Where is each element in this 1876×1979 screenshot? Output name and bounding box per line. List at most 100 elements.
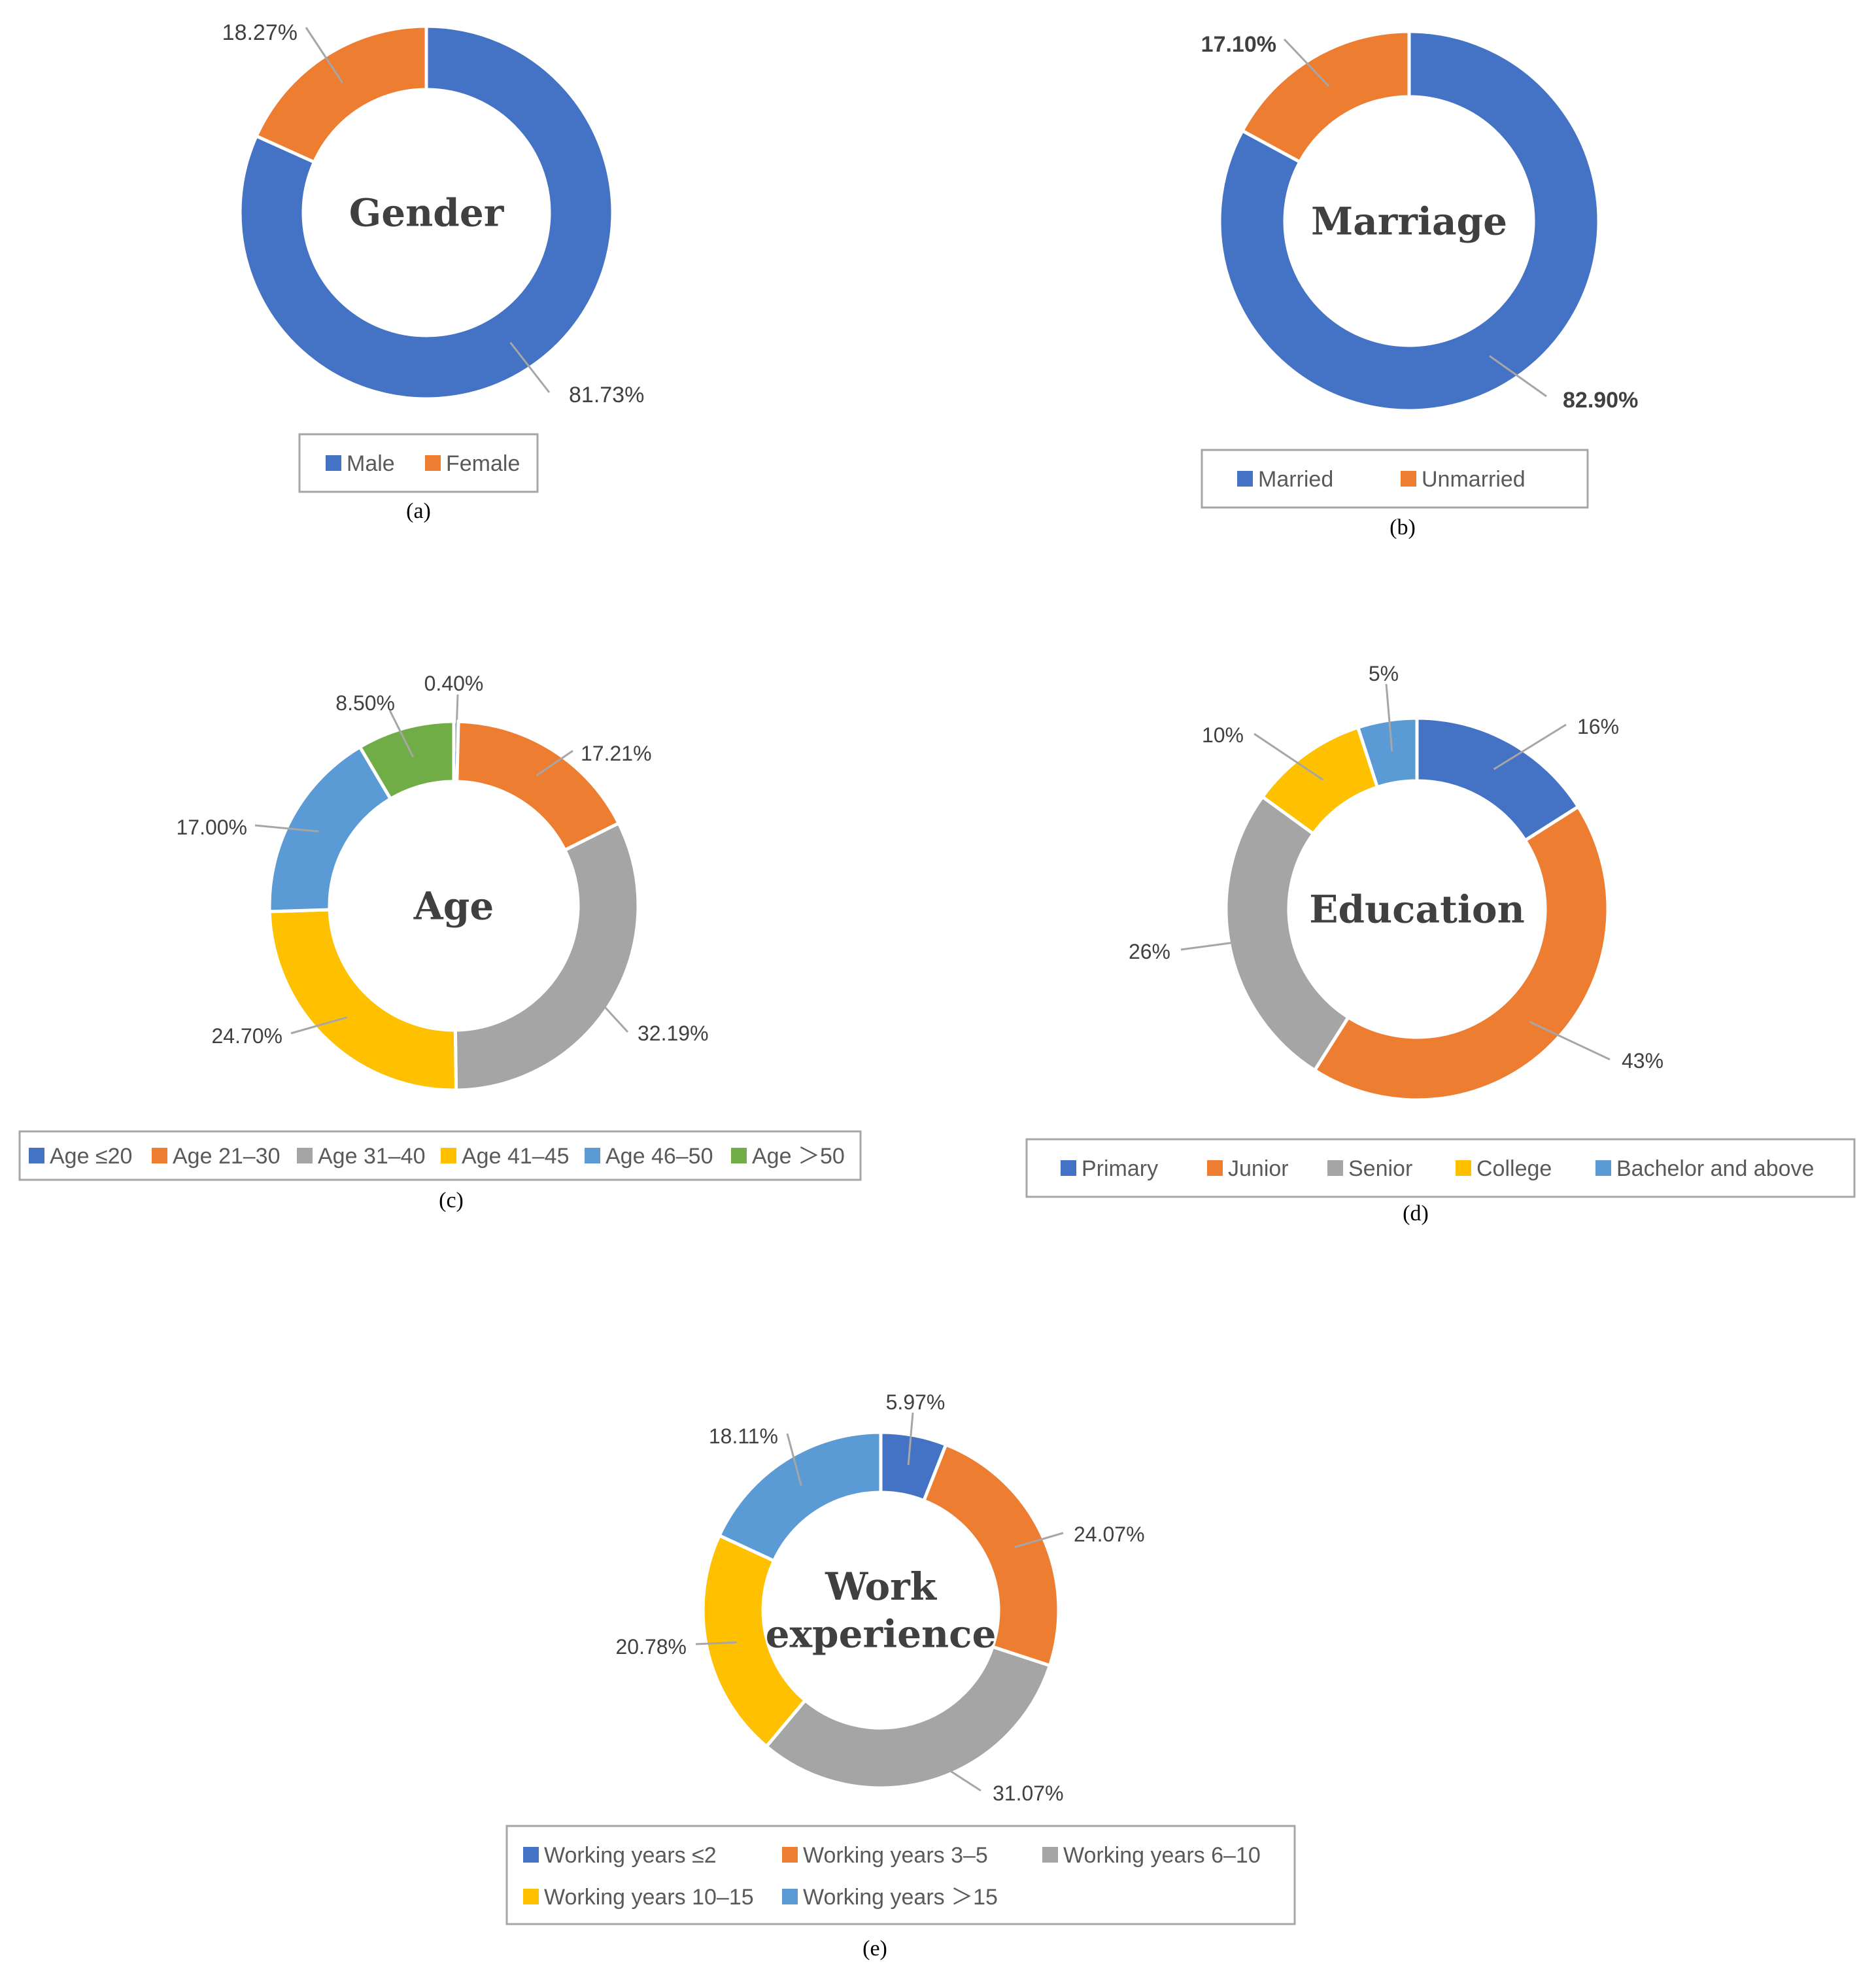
chart-age: 0.40% 17.21% 32.19% 24.70% 17.00% 8.50% Age Age… [18,672,862,1213]
slice-married [1218,29,1601,413]
legend-swatch-working-years-6-10 [1042,1847,1058,1863]
data-label-working-years-10-15: 20.78% [615,1635,687,1659]
slice-senior [1224,794,1351,1073]
data-label-working-years-6-10: 31.07% [993,1781,1064,1805]
data-label-college: 10% [1202,723,1244,747]
data-label-age-21-30: 17.21% [581,742,652,765]
data-label-junior: 43% [1622,1049,1663,1073]
leader-line-male [509,341,551,393]
caption-age: (c) [439,1188,464,1213]
slice-working-years-3-5 [921,1442,1061,1668]
data-label-age-46-50: 17.00% [176,816,247,839]
leader-line-senior [1180,938,1261,951]
chart-title-education: Education [1309,887,1525,931]
slice-age-21-30 [455,719,621,853]
legend-swatch-working-years-15 [782,1889,798,1904]
slice-junior [1312,804,1610,1102]
caption-education: (d) [1403,1201,1429,1226]
leader-line-unmarried [1283,38,1330,87]
legend-label-female: Female [446,451,520,476]
data-label-age-20: 0.40% [424,672,484,695]
slice-age-31-40 [453,821,640,1092]
data-label-working-years-3-5: 24.07% [1074,1523,1145,1546]
legend-label-college: College [1476,1156,1552,1181]
legend-swatch-senior [1327,1160,1343,1176]
legend-swatch-age-21-30 [152,1148,167,1163]
legend-label-working-years-15: Working years ＞15 [803,1885,998,1910]
legend-label-age-50: Age ＞50 [752,1144,845,1169]
legend-box [1201,449,1589,509]
data-label-age-41-45: 24.70% [211,1024,282,1048]
leader-line-junior [1529,1021,1611,1061]
legend-swatch-working-years-3-5 [782,1847,798,1863]
chart-title-marriage: Marriage [1311,199,1507,243]
data-label-primary: 16% [1577,715,1619,738]
slice-age-41-45 [267,908,458,1092]
legend-label-unmarried: Unmarried [1422,467,1526,492]
slice-working-years-15 [717,1430,883,1563]
legend-swatch-working-years-2 [523,1847,539,1863]
leader-line-working-years-10-15 [695,1641,737,1645]
legend-box [1025,1138,1856,1198]
legend-label-working-years-3-5: Working years 3–5 [803,1843,988,1868]
data-label-female: 18.27% [222,20,298,45]
leader-line-age-31-40 [585,985,629,1033]
data-label-bachelor-and-above: 5% [1369,662,1399,685]
legend-swatch-primary [1061,1160,1076,1176]
slice-working-years-6-10 [764,1644,1052,1790]
caption-gender: (a) [406,499,431,523]
leader-line-working-years-15 [786,1433,802,1486]
legend-label-senior: Senior [1348,1156,1412,1181]
chart-marriage: 82.90% 17.10% Marriage Married Unmarried(b) [1201,29,1638,540]
legend-swatch-working-years-10-15 [523,1889,539,1904]
chart-title-work-experience-line-2: experience [766,1612,997,1657]
legend-swatch-age-46-50 [585,1148,600,1163]
leader-line-female [305,27,343,84]
legend-swatch-college [1456,1160,1471,1176]
legend-swatch-age-50 [731,1148,747,1163]
legend-swatch-male [326,455,341,471]
leader-line-married [1488,354,1547,398]
data-label-married: 82.90% [1563,388,1638,413]
leader-line-age-20 [454,694,459,752]
leader-line-primary [1493,723,1567,770]
legend-label-age-31-40: Age 31–40 [318,1144,426,1169]
legend-swatch-age-41-45 [441,1148,456,1163]
legend-swatch-bachelor-and-above [1595,1160,1611,1176]
legend-swatch-unmarried [1401,471,1416,487]
data-label-unmarried: 17.10% [1201,32,1276,57]
chart-title-age: Age [413,884,494,928]
data-label-working-years-15: 18.11% [709,1424,778,1448]
data-label-working-years-2: 5.97% [886,1390,946,1414]
data-label-male: 81.73% [569,383,644,407]
legend-label-working-years-2: Working years ≤2 [544,1843,717,1868]
leader-line-working-years-3-5 [1014,1532,1064,1549]
leader-line-age-41-45 [290,1016,348,1035]
chart-education: 16% 43% 26% 10% 5% Education Primary Junior Seni… [1025,662,1856,1226]
leader-line-bachelor-and-above [1385,683,1393,752]
legend-swatch-junior [1207,1160,1223,1176]
chart-work-experience: 5.97% 24.07% 31.07% 20.78% 18.11% Workexperie… [505,1390,1296,1961]
leader-line-working-years-2 [907,1412,914,1466]
leader-line-college [1254,732,1324,781]
chart-gender: 81.73% 18.27% Gender Male Female (a) [222,20,645,523]
legend-label-working-years-10-15: Working years 10–15 [544,1885,754,1910]
data-label-age-31-40: 32.19% [638,1022,709,1045]
leader-line-age-21-30 [536,749,573,777]
slice-unmarried [1240,29,1411,164]
chart-title-work-experience-line-1: Work [825,1564,938,1609]
slice-age-50 [358,719,456,801]
slice-bachelor-and-above [1356,716,1419,789]
legend-swatch-female [425,455,441,471]
legend-label-working-years-6-10: Working years 6–10 [1063,1843,1261,1868]
legend-label-age-21-30: Age 21–30 [173,1144,281,1169]
legend-label-junior: Junior [1228,1156,1289,1181]
legend-label-primary: Primary [1082,1156,1158,1181]
leader-line-age-50 [388,710,415,758]
legend-box [505,1825,1296,1925]
caption-marriage: (b) [1390,515,1416,540]
caption-work-experience: (e) [862,1936,887,1961]
legend-label-bachelor-and-above: Bachelor and above [1616,1156,1814,1181]
legend-swatch-married [1237,471,1253,487]
